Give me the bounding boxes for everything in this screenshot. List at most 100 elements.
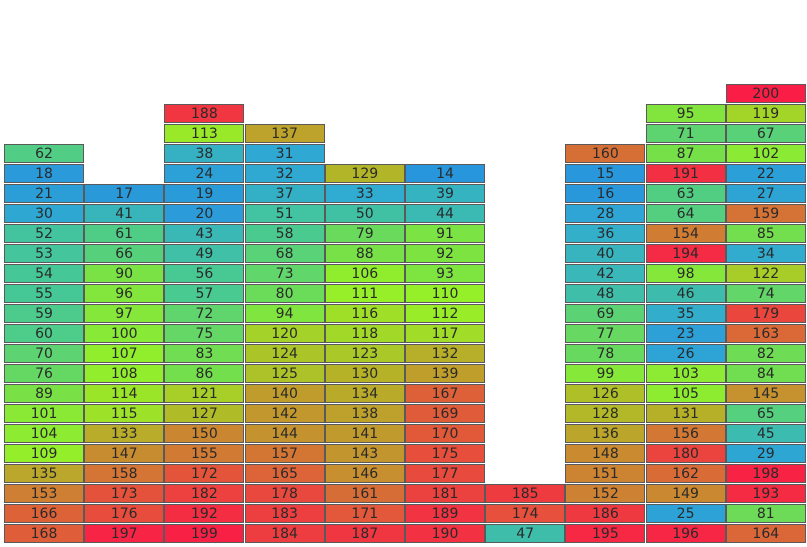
tile-col1-55[interactable]: 55 bbox=[4, 284, 84, 303]
tile-col1-104[interactable]: 104 bbox=[4, 424, 84, 443]
tile-col2-97[interactable]: 97 bbox=[84, 304, 165, 323]
tile-col5-111[interactable]: 111 bbox=[324, 284, 405, 303]
tile-col9-23[interactable]: 23 bbox=[645, 324, 726, 343]
tile-col8-69[interactable]: 69 bbox=[565, 304, 646, 323]
tile-col5-118[interactable]: 118 bbox=[324, 324, 405, 343]
tile-col8-148[interactable]: 148 bbox=[565, 444, 646, 463]
tile-col4-37[interactable]: 37 bbox=[244, 184, 325, 203]
tile-col9-103[interactable]: 103 bbox=[645, 364, 726, 383]
tile-col5-106[interactable]: 106 bbox=[324, 264, 405, 283]
tile-col4-183[interactable]: 183 bbox=[244, 504, 325, 523]
tile-col9-46[interactable]: 46 bbox=[645, 284, 726, 303]
tile-col8-36[interactable]: 36 bbox=[565, 224, 646, 243]
tile-col2-17[interactable]: 17 bbox=[84, 184, 165, 203]
tile-col8-78[interactable]: 78 bbox=[565, 344, 646, 363]
tile-col8-99[interactable]: 99 bbox=[565, 364, 646, 383]
tile-col3-121[interactable]: 121 bbox=[164, 384, 245, 403]
tile-col4-32[interactable]: 32 bbox=[244, 164, 325, 183]
tile-col3-19[interactable]: 19 bbox=[164, 184, 245, 203]
tile-col6-92[interactable]: 92 bbox=[405, 244, 485, 263]
tile-col9-105[interactable]: 105 bbox=[645, 384, 726, 403]
tile-col3-57[interactable]: 57 bbox=[164, 284, 245, 303]
tile-col8-186[interactable]: 186 bbox=[565, 504, 646, 523]
tile-col3-155[interactable]: 155 bbox=[164, 444, 245, 463]
tile-col4-157[interactable]: 157 bbox=[244, 444, 325, 463]
tile-col2-96[interactable]: 96 bbox=[84, 284, 165, 303]
tile-col2-100[interactable]: 100 bbox=[84, 324, 165, 343]
tile-col10-159[interactable]: 159 bbox=[725, 204, 806, 223]
tile-col5-134[interactable]: 134 bbox=[324, 384, 405, 403]
tile-col8-160[interactable]: 160 bbox=[565, 144, 646, 163]
tile-col3-150[interactable]: 150 bbox=[164, 424, 245, 443]
tile-col4-137[interactable]: 137 bbox=[244, 124, 325, 143]
tile-col2-108[interactable]: 108 bbox=[84, 364, 165, 383]
tile-col10-85[interactable]: 85 bbox=[725, 224, 806, 243]
tile-col10-193[interactable]: 193 bbox=[725, 484, 806, 503]
tile-col10-200[interactable]: 200 bbox=[725, 84, 806, 103]
tile-col6-117[interactable]: 117 bbox=[405, 324, 485, 343]
tile-col2-197[interactable]: 197 bbox=[84, 524, 165, 543]
tile-col9-131[interactable]: 131 bbox=[645, 404, 726, 423]
tile-col1-109[interactable]: 109 bbox=[4, 444, 84, 463]
tile-col8-16[interactable]: 16 bbox=[565, 184, 646, 203]
tile-col3-172[interactable]: 172 bbox=[164, 464, 245, 483]
tile-col3-49[interactable]: 49 bbox=[164, 244, 245, 263]
tile-col8-136[interactable]: 136 bbox=[565, 424, 646, 443]
tile-col4-165[interactable]: 165 bbox=[244, 464, 325, 483]
tile-col9-191[interactable]: 191 bbox=[645, 164, 726, 183]
tile-col10-65[interactable]: 65 bbox=[725, 404, 806, 423]
tile-col1-21[interactable]: 21 bbox=[4, 184, 84, 203]
tile-col8-48[interactable]: 48 bbox=[565, 284, 646, 303]
tile-col7-185[interactable]: 185 bbox=[485, 484, 566, 503]
tile-col4-144[interactable]: 144 bbox=[244, 424, 325, 443]
tile-col1-89[interactable]: 89 bbox=[4, 384, 84, 403]
tile-col4-80[interactable]: 80 bbox=[244, 284, 325, 303]
tile-col10-67[interactable]: 67 bbox=[725, 124, 806, 143]
tile-col2-176[interactable]: 176 bbox=[84, 504, 165, 523]
tile-col8-77[interactable]: 77 bbox=[565, 324, 646, 343]
tile-col10-145[interactable]: 145 bbox=[725, 384, 806, 403]
tile-col6-170[interactable]: 170 bbox=[405, 424, 485, 443]
tile-col9-194[interactable]: 194 bbox=[645, 244, 726, 263]
tile-col3-188[interactable]: 188 bbox=[164, 104, 245, 123]
tile-col10-179[interactable]: 179 bbox=[725, 304, 806, 323]
tile-col2-114[interactable]: 114 bbox=[84, 384, 165, 403]
tile-col4-120[interactable]: 120 bbox=[244, 324, 325, 343]
tile-col2-147[interactable]: 147 bbox=[84, 444, 165, 463]
tile-col9-180[interactable]: 180 bbox=[645, 444, 726, 463]
tile-col3-86[interactable]: 86 bbox=[164, 364, 245, 383]
tile-col1-135[interactable]: 135 bbox=[4, 464, 84, 483]
tile-col6-14[interactable]: 14 bbox=[405, 164, 485, 183]
tile-col5-88[interactable]: 88 bbox=[324, 244, 405, 263]
tile-col5-143[interactable]: 143 bbox=[324, 444, 405, 463]
tile-col5-79[interactable]: 79 bbox=[324, 224, 405, 243]
tile-col4-125[interactable]: 125 bbox=[244, 364, 325, 383]
tile-col2-173[interactable]: 173 bbox=[84, 484, 165, 503]
tile-col1-60[interactable]: 60 bbox=[4, 324, 84, 343]
tile-col9-98[interactable]: 98 bbox=[645, 264, 726, 283]
tile-col1-54[interactable]: 54 bbox=[4, 264, 84, 283]
tile-col3-38[interactable]: 38 bbox=[164, 144, 245, 163]
tile-col6-44[interactable]: 44 bbox=[405, 204, 485, 223]
tile-col10-81[interactable]: 81 bbox=[725, 504, 806, 523]
tile-col1-59[interactable]: 59 bbox=[4, 304, 84, 323]
tile-col5-130[interactable]: 130 bbox=[324, 364, 405, 383]
tile-col6-181[interactable]: 181 bbox=[405, 484, 485, 503]
tile-col8-152[interactable]: 152 bbox=[565, 484, 646, 503]
tile-col5-123[interactable]: 123 bbox=[324, 344, 405, 363]
tile-col1-18[interactable]: 18 bbox=[4, 164, 84, 183]
tile-col9-95[interactable]: 95 bbox=[645, 104, 726, 123]
tile-col9-26[interactable]: 26 bbox=[645, 344, 726, 363]
tile-col4-94[interactable]: 94 bbox=[244, 304, 325, 323]
tile-col4-68[interactable]: 68 bbox=[244, 244, 325, 263]
tile-col7-174[interactable]: 174 bbox=[485, 504, 566, 523]
tile-col8-28[interactable]: 28 bbox=[565, 204, 646, 223]
tile-col3-20[interactable]: 20 bbox=[164, 204, 245, 223]
tile-col1-70[interactable]: 70 bbox=[4, 344, 84, 363]
tile-col3-75[interactable]: 75 bbox=[164, 324, 245, 343]
tile-col1-101[interactable]: 101 bbox=[4, 404, 84, 423]
tile-col10-27[interactable]: 27 bbox=[725, 184, 806, 203]
tile-col5-129[interactable]: 129 bbox=[324, 164, 405, 183]
tile-col5-138[interactable]: 138 bbox=[324, 404, 405, 423]
tile-col10-122[interactable]: 122 bbox=[725, 264, 806, 283]
